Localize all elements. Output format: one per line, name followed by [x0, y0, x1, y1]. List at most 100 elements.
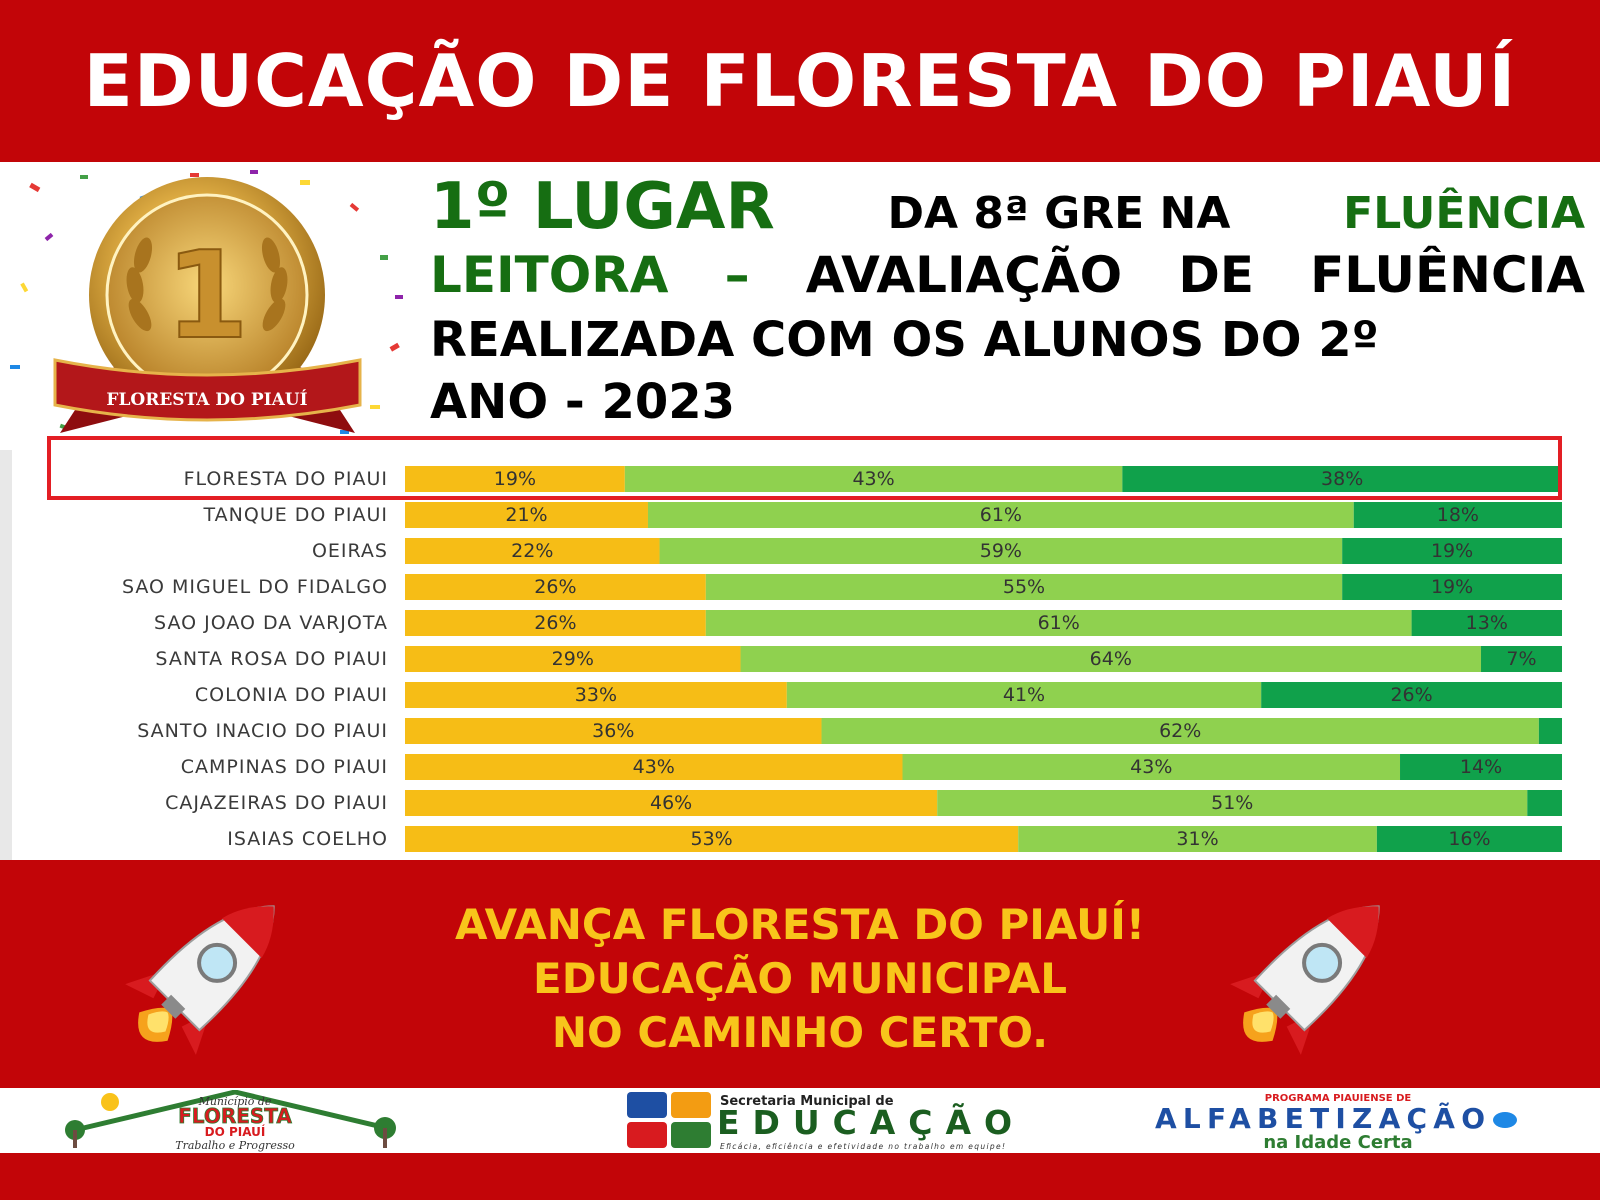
slogan-line1: AVANÇA FLORESTA DO PIAUÍ! — [454, 900, 1146, 949]
slogan: AVANÇA FLORESTA DO PIAUÍ! EDUCAÇÃO MUNIC… — [300, 898, 1300, 1060]
svg-text:PROGRAMA PIAUIENSE DE: PROGRAMA PIAUIENSE DE — [1265, 1093, 1412, 1104]
headline-word-avaliacao: AVALIAÇÃO — [805, 246, 1123, 304]
bar-segment — [647, 502, 1354, 528]
bar-segment — [902, 754, 1401, 780]
bar-segment — [1376, 826, 1562, 852]
bar-segment — [1342, 574, 1562, 600]
bar-segment — [405, 610, 706, 636]
data-label: 64% — [1090, 648, 1132, 670]
category-label: FLORESTA DO PIAUI — [184, 468, 388, 490]
data-label: 46% — [650, 792, 692, 814]
bar-segment — [405, 646, 741, 672]
gold-medal-icon: 1 FLORESTA DO PIAUÍ — [10, 170, 403, 434]
bar-segment — [405, 574, 706, 600]
bar-segment — [405, 826, 1019, 852]
data-label: 19% — [494, 468, 536, 490]
data-label: 43% — [633, 756, 675, 778]
bar-segment — [821, 718, 1539, 744]
bar-segment — [405, 502, 648, 528]
data-label: 21% — [505, 504, 547, 526]
bar-segment — [405, 538, 660, 564]
category-label: COLONIA DO PIAUI — [195, 684, 388, 706]
highlight-box — [47, 436, 1562, 500]
stacked-bar-chart: FLORESTA DO PIAUI 19% 43% 38% TANQUE DO PIAU… — [122, 466, 1562, 852]
data-label: 43% — [1130, 756, 1172, 778]
data-label: 59% — [980, 540, 1022, 562]
footprint-icon — [1493, 1112, 1517, 1128]
data-label: 16% — [1448, 828, 1490, 850]
category-label: CAMPINAS DO PIAUI — [181, 756, 388, 778]
data-label: 41% — [1003, 684, 1045, 706]
bar-segment — [1538, 718, 1562, 744]
data-label: 61% — [1038, 612, 1080, 634]
svg-text:na Idade Certa: na Idade Certa — [1263, 1132, 1412, 1152]
bar-segment — [705, 610, 1412, 636]
data-label: 26% — [534, 612, 576, 634]
house-tree-logo-icon — [65, 1117, 396, 1148]
page-title: EDUCAÇÃO DE FLORESTA DO PIAUÍ — [83, 39, 1517, 123]
data-label: 19% — [1431, 540, 1473, 562]
rocket-icon-right — [1230, 905, 1380, 1055]
bar-segment — [1342, 538, 1562, 564]
headline-line3: REALIZADA COM OS ALUNOS DO 2º — [430, 312, 1379, 368]
bar-segment — [786, 682, 1262, 708]
data-label: 18% — [1437, 504, 1479, 526]
municipio-logo: Município de FLORESTA DO PIAUÍ Trabalho … — [65, 1090, 396, 1152]
data-label: 31% — [1176, 828, 1218, 850]
header-banner: EDUCAÇÃO DE FLORESTA DO PIAUÍ — [0, 0, 1600, 162]
headline-line4: ANO - 2023 — [430, 374, 736, 430]
bar-segment — [937, 790, 1528, 816]
rocket-icon-left — [125, 905, 275, 1055]
data-label: 14% — [1460, 756, 1502, 778]
bar-segment — [1353, 502, 1562, 528]
bar-segment — [1481, 646, 1562, 672]
data-label: 13% — [1466, 612, 1508, 634]
data-label: 19% — [1431, 576, 1473, 598]
chart-panel: FLORESTA DO PIAUI 19% 43% 38% TANQUE DO PIAU… — [0, 450, 1600, 860]
slogan-line3: NO CAMINHO CERTO. — [551, 1008, 1049, 1057]
headline-place: 1º LUGAR — [430, 170, 775, 244]
bar-segment — [405, 718, 822, 744]
data-label: 29% — [552, 648, 594, 670]
data-label: 26% — [1390, 684, 1432, 706]
category-label: SAO JOAO DA VARJOTA — [154, 612, 388, 634]
headline-green1: FLUÊNCIA — [1343, 188, 1585, 239]
category-label: SANTO INACIO DO PIAUI — [137, 720, 388, 742]
data-label: 26% — [534, 576, 576, 598]
headline-dash: – — [724, 246, 750, 304]
category-label: CAJAZEIRAS DO PIAUI — [165, 792, 388, 814]
bar-segment — [659, 538, 1343, 564]
data-label: 51% — [1211, 792, 1253, 814]
bottom-band — [0, 1153, 1600, 1200]
data-label: 55% — [1003, 576, 1045, 598]
svg-text:Secretaria Municipal de: Secretaria Municipal de — [720, 1094, 894, 1109]
data-label: 43% — [852, 468, 894, 490]
headline-part1: DA 8ª GRE NA — [887, 188, 1231, 239]
data-label: 38% — [1321, 468, 1363, 490]
svg-text:FLORESTA: FLORESTA — [178, 1104, 292, 1128]
data-label: 36% — [592, 720, 634, 742]
bar-segment — [740, 646, 1482, 672]
bar-segment — [1261, 682, 1562, 708]
secretaria-logo: Secretaria Municipal de EDUCAÇÃO Eficáci… — [627, 1092, 1012, 1151]
bar-segment — [705, 574, 1343, 600]
data-label: 22% — [511, 540, 553, 562]
sun-icon — [101, 1093, 119, 1111]
bar-segment — [624, 466, 1123, 492]
medal-ribbon-text: FLORESTA DO PIAUÍ — [106, 389, 307, 410]
bar-segment — [405, 466, 625, 492]
headline: 1º LUGAR DA 8ª GRE NA FLUÊNCIA LEITORA –… — [430, 170, 1585, 436]
data-label: 53% — [690, 828, 732, 850]
programa-logo: PROGRAMA PIAUIENSE DE ALFABETIZAÇÃO na I… — [1155, 1093, 1517, 1152]
category-label: ISAIAS COELHO — [227, 828, 388, 850]
data-label: 62% — [1159, 720, 1201, 742]
svg-text:Município de: Município de — [198, 1095, 272, 1108]
svg-text:DO PIAUÍ: DO PIAUÍ — [205, 1124, 266, 1139]
headline-word-de: DE — [1178, 246, 1254, 304]
headline-green2: LEITORA — [430, 246, 669, 304]
bar-segment — [1411, 610, 1562, 636]
svg-text:Trabalho e Progresso: Trabalho e Progresso — [175, 1139, 295, 1152]
svg-text:Eficácia, eficiência e efetivi: Eficácia, eficiência e efetividade no tr… — [720, 1142, 1005, 1151]
category-label: SANTA ROSA DO PIAUI — [155, 648, 388, 670]
medal-number: 1 — [165, 227, 249, 366]
